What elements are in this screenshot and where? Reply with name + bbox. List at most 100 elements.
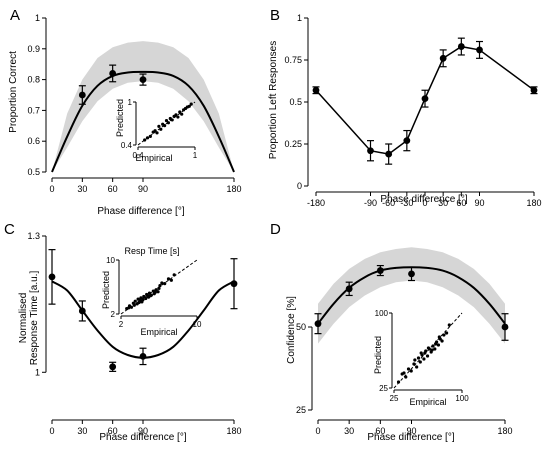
panel-d-data-point <box>376 267 384 274</box>
panel-d-inset-scatter-point <box>402 371 406 375</box>
panel-c-ylabel-line1: Normalised <box>18 293 29 344</box>
panel-d-x-tick-label: 180 <box>497 426 512 436</box>
panel-c-data-point <box>48 273 56 281</box>
panel-d-axes: 25 50 0 30 60 90 180 <box>296 322 513 436</box>
panel-a-inset-x-tick-label: 1 <box>193 151 198 160</box>
panel-c-data-point <box>109 363 117 371</box>
panel-c-inset-scatter-point <box>153 290 157 294</box>
panel-c-inset-scatter-point <box>154 288 158 292</box>
panel-c-inset-scatter-point <box>163 282 167 286</box>
panel-d-inset-scatter-point <box>422 357 426 361</box>
panel-d-inset-scatter-point <box>431 344 435 348</box>
panel-d-inset-scatter-point <box>412 362 416 366</box>
panel-d-inset-identity-line <box>393 312 463 389</box>
panel-b-x-tick-label: -60 <box>382 198 395 208</box>
panel-c-inset-scatter-point <box>142 294 146 299</box>
panel-d-inset-y-tick-label: 25 <box>379 384 388 393</box>
panel-a-inset-scatter-point <box>143 138 147 142</box>
panel-d-inset-scatter-point <box>419 351 423 355</box>
panel-a-inset-scatter-point <box>155 131 159 135</box>
panel-b-data-point <box>367 147 374 155</box>
panel-d-inset-scatter-point <box>418 360 422 364</box>
panel-a: A Proportion Correct Phase difference [°… <box>8 7 242 217</box>
panel-b-data-point <box>421 95 429 103</box>
panel-a-inset-y-tick-label: 0.4 <box>121 141 133 150</box>
panel-b-letter: B <box>270 7 280 24</box>
panel-d-inset-scatter-point <box>437 335 441 339</box>
panel-c-inset-scatter-point <box>144 296 148 301</box>
panel-d-inset-scatter-point <box>442 333 446 337</box>
panel-c-inset-scatter-point <box>156 290 160 294</box>
panel-c-inset-scatter-point <box>139 296 143 300</box>
panel-d-y-tick-label: 25 <box>296 405 306 415</box>
panel-d-inset-scatter-point <box>425 354 430 358</box>
panel-d-xlabel: Phase difference [°] <box>367 432 454 443</box>
panel-c: C Normalised Response Time [a.u.] Phase … <box>4 221 242 443</box>
panel-a-x-tick-label: 180 <box>226 184 241 194</box>
panel-d-data-point <box>408 270 415 278</box>
panel-c-inset-scatter-point <box>160 281 164 285</box>
panel-c-x-tick-label: 90 <box>138 426 148 436</box>
panel-d-data-point <box>501 323 509 331</box>
panel-d-inset-scatter-point <box>406 367 411 371</box>
panel-b-y-tick-label: 0.5 <box>289 97 302 107</box>
panel-b-x-tick-label: -180 <box>307 198 325 208</box>
panel-c-inset-x-tick-label: 2 <box>119 320 124 329</box>
panel-c-inset-ylabel: Predicted <box>101 271 111 309</box>
panel-a-inset-scatter-point <box>176 115 180 119</box>
panel-d-x-tick-label: 0 <box>315 426 320 436</box>
panel-d-data-point <box>345 285 353 293</box>
panel-a-inset-scatter-point <box>159 127 163 131</box>
panel-c-inset: Resp Time [s] Empirical Predicted 2 10 2 10 <box>101 246 202 337</box>
panel-a-inset-scatter-point <box>178 110 182 114</box>
panel-a-inset: Empirical Predicted 0.4 1 0.4 1 <box>115 98 198 163</box>
panel-d-inset-scatter-point <box>440 339 444 343</box>
panel-d-inset-scatter-point <box>447 323 451 327</box>
panel-d-inset-scatter-point <box>396 380 401 384</box>
panel-b-x-tick-label: 90 <box>474 198 484 208</box>
panel-b-x-tick-label: 60 <box>456 198 466 208</box>
panel-d-inset-scatter-point <box>436 343 441 347</box>
panel-a-x-tick-label: 90 <box>138 184 148 194</box>
panel-b-x-tick-label: 0 <box>422 198 427 208</box>
panel-b-axes: 0 0.25 0.5 0.75 1 -180 -90 -60 -30 0 30 60 90 180 <box>284 13 541 208</box>
panel-c-inset-xlabel: Empirical <box>140 327 177 337</box>
panel-a-inset-scatter-point <box>145 136 150 140</box>
panel-c-x-tick-label: 180 <box>226 426 241 436</box>
panel-a-inset-scatter-point <box>164 119 169 123</box>
panel-d-x-tick-label: 60 <box>375 426 385 436</box>
panel-a-inset-scatter-point <box>166 121 170 125</box>
panel-b: B Proportion Left Responses Phase differ… <box>268 7 542 208</box>
panel-c-inset-y-tick-label: 10 <box>106 256 115 265</box>
panel-a-inset-scatter-point <box>148 134 152 138</box>
panel-a-inset-scatter-point <box>189 102 193 106</box>
panel-c-letter: C <box>4 221 15 238</box>
panel-b-data-point <box>476 46 483 54</box>
panel-a-model-curve-path <box>51 70 235 173</box>
panel-b-x-tick-label: -90 <box>364 198 377 208</box>
panel-c-y-tick-label: 1.3 <box>27 231 40 241</box>
panel-d-inset-scatter-point <box>433 347 437 351</box>
panel-a-inset-scatter-point <box>180 112 184 116</box>
panel-c-y-tick-label: 1 <box>35 367 40 377</box>
panel-d-inset-scatter-point <box>413 358 417 362</box>
panel-b-xlabel: Phase difference [°] <box>380 194 467 205</box>
panel-a-inset-scatter-point <box>163 124 167 128</box>
panel-a-inset-xlabel: Empirical <box>135 153 172 163</box>
panel-b-y-tick-label: 0.25 <box>284 139 302 149</box>
panel-a-inset-scatter-point <box>153 129 157 133</box>
panel-b-data-point <box>403 137 411 145</box>
panel-b-x-tick-label: -30 <box>400 198 413 208</box>
panel-d-inset-scatter-point <box>416 356 421 360</box>
panel-d-confidence-band <box>318 247 505 344</box>
panel-b-x-tick-label: 180 <box>526 198 541 208</box>
panel-b-data-point <box>312 86 320 94</box>
panel-c-inset-scatter-point <box>169 278 173 282</box>
panel-a-y-tick-label: 0.9 <box>27 44 40 54</box>
panel-a-y-tick-label: 0.8 <box>27 75 40 85</box>
panel-d-letter: D <box>270 221 281 238</box>
panel-a-x-tick-label: 30 <box>77 184 87 194</box>
panel-a-y-tick-label: 0.6 <box>27 136 40 146</box>
panel-a-y-tick-label: 0.5 <box>27 167 40 177</box>
